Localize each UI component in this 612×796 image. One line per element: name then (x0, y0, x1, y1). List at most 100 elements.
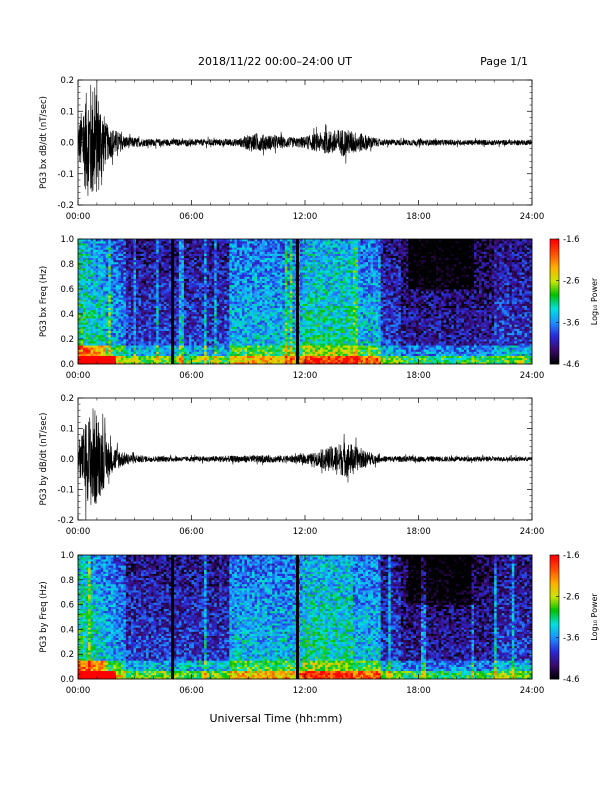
heatmap-cell (144, 249, 147, 251)
heatmap-cell (111, 302, 114, 304)
heatmap-cell (272, 360, 275, 362)
heatmap-cell (194, 281, 197, 283)
heatmap-cell (232, 349, 235, 351)
heatmap-cell (86, 264, 89, 266)
heatmap-cell (101, 310, 104, 312)
heatmap-cell (184, 254, 187, 256)
heatmap-cell (189, 254, 192, 256)
heatmap-cell (83, 358, 86, 360)
heatmap-cell (255, 345, 258, 347)
heatmap-cell (270, 304, 273, 306)
heatmap-cell (93, 256, 96, 258)
heatmap-cell (257, 270, 260, 272)
heatmap-cell (224, 254, 227, 256)
heatmap-cell (239, 283, 242, 285)
heatmap-cell (128, 329, 131, 331)
heatmap-cell (98, 314, 101, 316)
heatmap-cell (214, 243, 217, 245)
heatmap-cell (204, 260, 207, 262)
heatmap-cell (149, 318, 152, 320)
heatmap-cell (224, 335, 227, 337)
heatmap-cell (139, 306, 142, 308)
heatmap-cell (204, 341, 207, 343)
heatmap-cell (282, 339, 285, 341)
heatmap-cell (118, 272, 121, 274)
heatmap-cell (194, 245, 197, 247)
heatmap-cell (199, 329, 202, 331)
heatmap-cell (250, 327, 253, 329)
heatmap-cell (197, 345, 200, 347)
heatmap-cell (181, 270, 184, 272)
heatmap-cell (199, 352, 202, 354)
heatmap-cell (280, 260, 283, 262)
heatmap-cell (184, 360, 187, 362)
heatmap-cell (131, 345, 134, 347)
heatmap-cell (86, 316, 89, 318)
heatmap-cell (96, 297, 99, 299)
heatmap-cell (272, 341, 275, 343)
heatmap-cell (262, 335, 265, 337)
heatmap-cell (247, 352, 250, 354)
heatmap-cell (260, 247, 263, 249)
heatmap-cell (96, 331, 99, 333)
heatmap-cell (159, 337, 162, 339)
heatmap-cell (207, 318, 210, 320)
heatmap-cell (126, 354, 129, 356)
heatmap-cell (270, 262, 273, 264)
heatmap-cell (131, 335, 134, 337)
heatmap-cell (88, 329, 91, 331)
heatmap-cell (184, 318, 187, 320)
heatmap-cell (186, 252, 189, 254)
heatmap-cell (212, 352, 215, 354)
heatmap-cell (111, 347, 114, 349)
heatmap-cell (257, 339, 260, 341)
heatmap-cell (255, 264, 258, 266)
heatmap-cell (229, 274, 232, 276)
heatmap-cell (222, 320, 225, 322)
heatmap-cell (128, 249, 131, 251)
heatmap-cell (91, 331, 94, 333)
heatmap-cell (146, 264, 149, 266)
heatmap-cell (209, 245, 212, 247)
heatmap-cell (164, 322, 167, 324)
heatmap-cell (202, 316, 205, 318)
heatmap-cell (275, 358, 278, 360)
heatmap-cell (88, 304, 91, 306)
heatmap-cell (237, 293, 240, 295)
heatmap-cell (232, 310, 235, 312)
heatmap-cell (250, 281, 253, 283)
heatmap-cell (159, 345, 162, 347)
heatmap-cell (113, 310, 116, 312)
heatmap-cell (78, 297, 81, 299)
heatmap-cell (192, 320, 195, 322)
heatmap-cell (159, 333, 162, 335)
heatmap-cell (214, 254, 217, 256)
heatmap-cell (267, 262, 270, 264)
heatmap-cell (159, 329, 162, 331)
heatmap-cell (219, 306, 222, 308)
heatmap-cell (280, 335, 283, 337)
heatmap-cell (161, 310, 164, 312)
heatmap-cell (164, 347, 167, 349)
heatmap-cell (154, 283, 157, 285)
heatmap-cell (204, 302, 207, 304)
heatmap-cell (270, 289, 273, 291)
heatmap-cell (176, 349, 179, 351)
heatmap-cell (149, 329, 152, 331)
heatmap-cell (234, 352, 237, 354)
heatmap-cell (144, 308, 147, 310)
heatmap-cell (93, 272, 96, 274)
heatmap-cell (242, 335, 245, 337)
heatmap-cell (96, 299, 99, 301)
heatmap-cell (199, 360, 202, 362)
heatmap-cell (219, 343, 222, 345)
heatmap-cell (176, 285, 179, 287)
heatmap-cell (126, 339, 129, 341)
heatmap-cell (121, 249, 124, 251)
heatmap-cell (202, 289, 205, 291)
heatmap-cell (111, 260, 114, 262)
heatmap-cell (265, 358, 268, 360)
heatmap-cell (181, 299, 184, 301)
heatmap-cell (212, 343, 215, 345)
heatmap-cell (239, 289, 242, 291)
